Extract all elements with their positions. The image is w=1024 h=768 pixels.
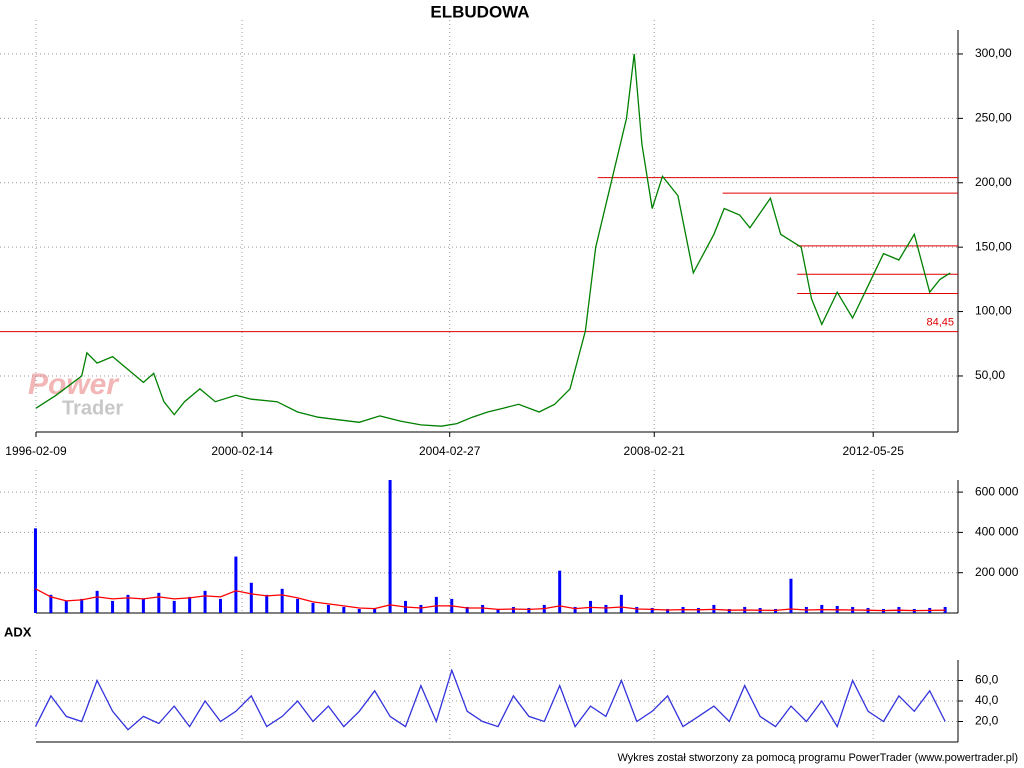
chart-title: ELBUDOWA xyxy=(430,2,529,21)
y-tick-label: 200 000 xyxy=(975,565,1019,579)
volume-bar xyxy=(172,600,176,613)
x-tick-label: 2008-02-21 xyxy=(624,444,686,458)
volume-bar xyxy=(434,596,438,613)
series-line xyxy=(35,53,951,427)
y-tick-label: 250,00 xyxy=(975,111,1012,125)
x-tick-label: 2000-02-14 xyxy=(211,444,273,458)
volume-bar xyxy=(157,592,161,613)
volume-bar xyxy=(95,590,99,613)
panel-title: ADX xyxy=(4,624,32,639)
volume-bar xyxy=(373,607,377,613)
series-line xyxy=(35,588,946,612)
volume-bar xyxy=(481,604,485,613)
volume-bar xyxy=(33,528,37,613)
volume-bar xyxy=(619,594,623,613)
x-tick-label: 2004-02-27 xyxy=(419,444,481,458)
volume-bar xyxy=(635,606,639,613)
series-line xyxy=(34,668,946,731)
y-tick-label: 60,0 xyxy=(975,673,999,687)
volume-bar xyxy=(573,606,577,613)
volume-bar xyxy=(296,598,300,613)
volume-bar xyxy=(234,556,238,613)
y-tick-label: 100,00 xyxy=(975,304,1012,318)
y-tick-label: 50,00 xyxy=(975,368,1005,382)
y-tick-label: 200,00 xyxy=(975,175,1012,189)
volume-bar xyxy=(80,598,84,613)
volume-bar xyxy=(419,604,423,613)
volume-bar xyxy=(558,570,562,613)
volume-bar xyxy=(357,608,361,613)
level-label: 84,45 xyxy=(926,317,954,329)
volume-bar xyxy=(49,594,53,613)
volume-bar xyxy=(126,594,130,613)
watermark: Power xyxy=(28,368,120,401)
volume-bar xyxy=(650,607,654,613)
y-tick-label: 40,0 xyxy=(975,693,999,707)
volume-bar xyxy=(527,607,531,613)
x-tick-label: 2012-05-25 xyxy=(843,444,905,458)
volume-bar xyxy=(265,594,269,613)
volume-bar xyxy=(727,608,731,613)
volume-bar xyxy=(64,600,68,613)
x-tick-label: 1996-02-09 xyxy=(5,444,67,458)
volume-bar xyxy=(326,604,330,613)
footer: Wykres został stworzony za pomocą progra… xyxy=(617,752,1018,764)
y-tick-label: 600 000 xyxy=(975,484,1019,498)
volume-bar xyxy=(188,596,192,613)
volume-bar xyxy=(604,604,608,613)
volume-bar xyxy=(388,480,392,613)
volume-bar xyxy=(342,606,346,613)
volume-bar xyxy=(111,600,115,613)
volume-bar xyxy=(666,608,670,613)
volume-bar xyxy=(496,608,500,613)
volume-bar xyxy=(696,607,700,613)
volume-bar xyxy=(511,606,515,613)
volume-bar xyxy=(218,598,222,613)
y-tick-label: 20,0 xyxy=(975,714,999,728)
volume-bar xyxy=(280,588,284,613)
volume-bar xyxy=(789,578,793,613)
volume-bar xyxy=(203,590,207,613)
y-tick-label: 400 000 xyxy=(975,525,1019,539)
volume-bar xyxy=(465,606,469,613)
volume-bar xyxy=(249,582,253,613)
y-tick-label: 150,00 xyxy=(975,239,1012,253)
volume-bar xyxy=(311,602,315,613)
volume-bar xyxy=(141,598,145,613)
watermark: Trader xyxy=(62,397,123,419)
y-tick-label: 300,00 xyxy=(975,46,1012,60)
